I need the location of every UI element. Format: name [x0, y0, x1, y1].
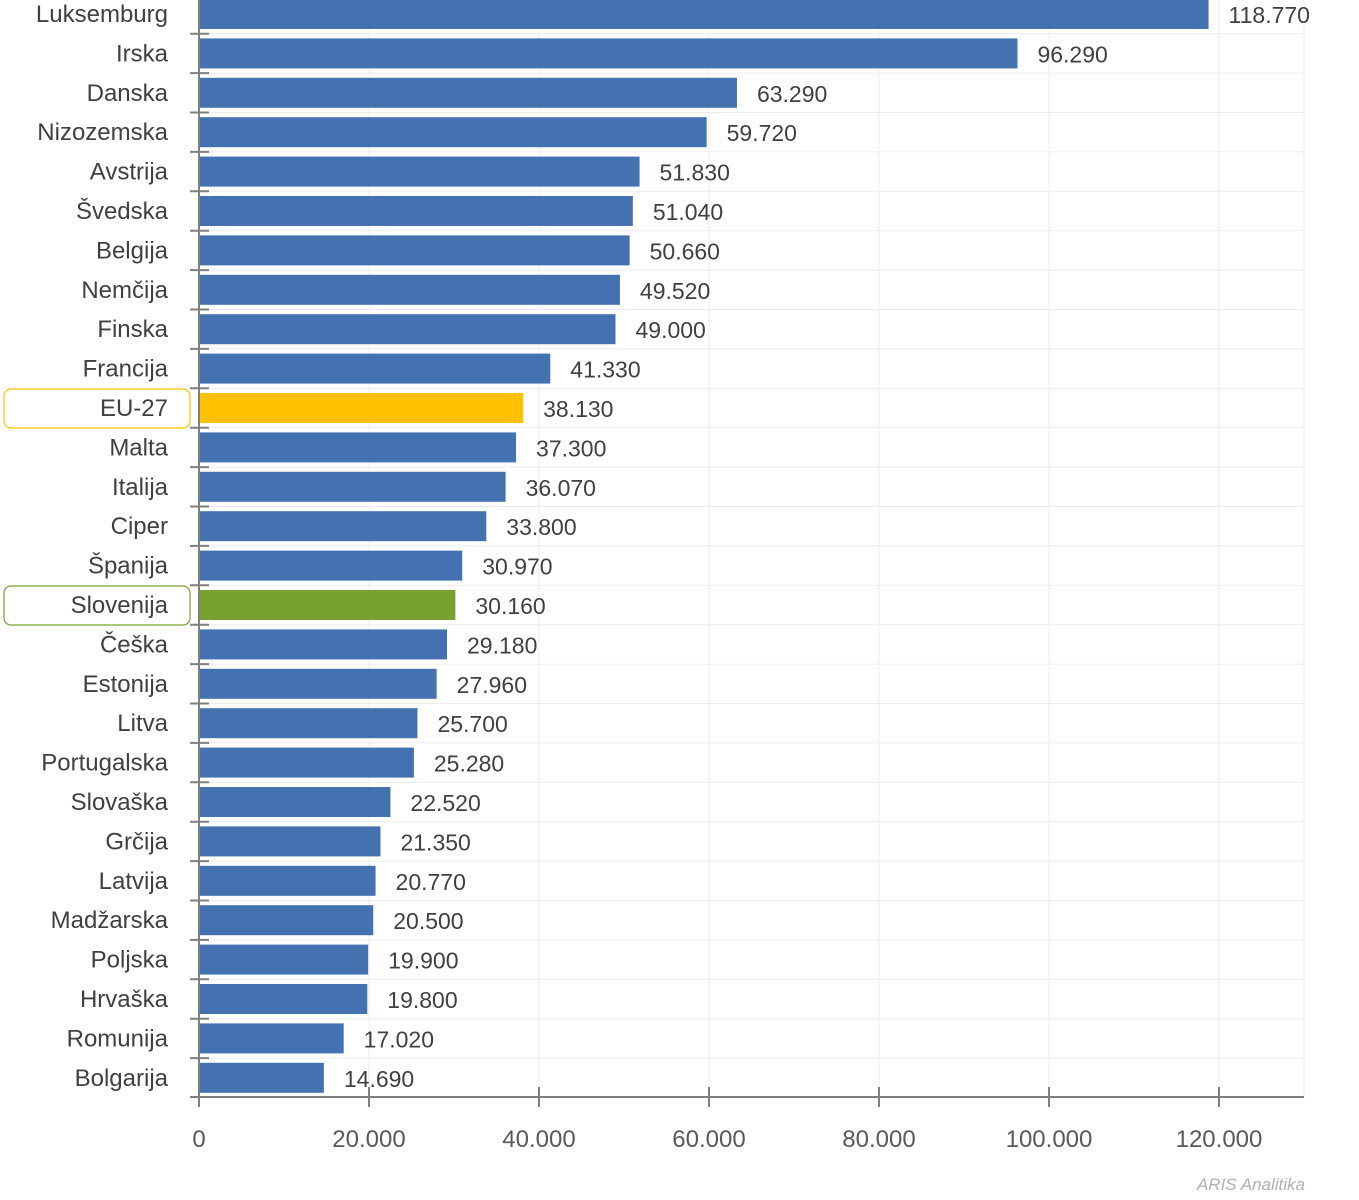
- value-label: 30.160: [475, 593, 545, 619]
- value-label: 38.130: [543, 396, 613, 422]
- bar: [200, 432, 517, 463]
- value-label: 30.970: [482, 554, 552, 580]
- bar: [200, 1062, 324, 1093]
- category-label: Madžarska: [51, 907, 169, 934]
- category-label: Češka: [100, 630, 169, 658]
- x-tick-label: 100.000: [1006, 1126, 1093, 1153]
- bar: [200, 865, 376, 896]
- category-label: Slovenija: [71, 592, 169, 619]
- value-label: 19.900: [388, 948, 458, 974]
- category-label: Latvija: [99, 868, 169, 895]
- category-label: Nemčija: [81, 277, 168, 304]
- bar: [200, 117, 707, 148]
- bar: [200, 1023, 344, 1054]
- bar: [200, 38, 1018, 69]
- value-label: 22.520: [410, 790, 480, 816]
- x-tick-label: 20.000: [332, 1126, 405, 1153]
- value-label: 63.290: [757, 81, 827, 107]
- value-label: 37.300: [536, 435, 606, 461]
- bar: [200, 393, 524, 423]
- bar: [200, 629, 448, 660]
- bar: [200, 274, 620, 305]
- category-label: Francija: [83, 356, 169, 383]
- bar: [200, 905, 374, 936]
- highlight-label-box: [3, 585, 191, 626]
- value-label: 19.800: [387, 987, 457, 1013]
- value-label: 36.070: [526, 475, 596, 501]
- x-tick-label: 60.000: [672, 1126, 745, 1153]
- value-label: 33.800: [506, 514, 576, 540]
- bar: [200, 747, 414, 778]
- bar: [200, 314, 616, 345]
- bar: [200, 235, 630, 266]
- category-label: Malta: [109, 434, 168, 461]
- value-label: 41.330: [570, 357, 640, 383]
- bar: [200, 826, 381, 857]
- value-label: 29.180: [467, 632, 537, 658]
- bar: [200, 511, 487, 542]
- value-label: 50.660: [650, 238, 720, 264]
- value-label: 25.280: [434, 751, 504, 777]
- value-label: 17.020: [364, 1026, 434, 1052]
- x-tick-label: 120.000: [1176, 1126, 1263, 1153]
- value-label: 20.500: [393, 908, 463, 934]
- value-label: 118.770: [1229, 2, 1310, 28]
- x-tick-label: 80.000: [842, 1126, 915, 1153]
- value-label: 51.830: [660, 160, 730, 186]
- category-label: Ciper: [111, 513, 168, 540]
- category-label: Švedska: [76, 197, 169, 225]
- bar: [200, 156, 640, 187]
- category-label: Bolgarija: [75, 1065, 169, 1092]
- category-label: Poljska: [91, 947, 169, 974]
- value-label: 49.000: [636, 317, 706, 343]
- category-label: Belgija: [96, 237, 169, 264]
- category-label: Romunija: [67, 1025, 169, 1052]
- value-label: 20.770: [396, 869, 466, 895]
- bar: [200, 471, 506, 502]
- category-label: Estonija: [83, 671, 169, 698]
- bar: [200, 787, 391, 817]
- watermark: ARIS Analitika: [1196, 1175, 1305, 1194]
- category-label: Irska: [116, 40, 169, 67]
- category-label: Portugalska: [41, 750, 168, 777]
- value-label: 51.040: [653, 199, 723, 225]
- category-label: Nizozemska: [37, 119, 168, 146]
- category-label: Hrvaška: [80, 986, 169, 1013]
- bar: [200, 668, 437, 699]
- category-label: Španija: [88, 552, 169, 580]
- bar: [200, 550, 463, 581]
- category-label: EU-27: [100, 395, 168, 422]
- value-label: 25.700: [437, 711, 507, 737]
- bar: [200, 708, 418, 739]
- value-label: 14.690: [344, 1066, 414, 1092]
- bar: [200, 590, 456, 620]
- bar: [200, 77, 737, 108]
- value-label: 27.960: [457, 672, 527, 698]
- category-label: Grčija: [105, 828, 168, 855]
- value-label: 49.520: [640, 278, 710, 304]
- bar: [200, 353, 551, 384]
- bar: [200, 944, 369, 975]
- highlight-label-box: [3, 388, 191, 429]
- category-label: Italija: [112, 474, 169, 501]
- category-label: Litva: [117, 710, 168, 737]
- category-label: Danska: [87, 80, 169, 107]
- bar: [200, 196, 633, 226]
- category-label: Luksemburg: [36, 1, 168, 28]
- value-label: 21.350: [400, 829, 470, 855]
- category-label: Finska: [97, 316, 168, 343]
- value-label: 96.290: [1037, 41, 1107, 67]
- category-label: Slovaška: [71, 789, 169, 816]
- x-tick-label: 0: [192, 1126, 205, 1153]
- bar: [200, 0, 1209, 29]
- category-label: Avstrija: [90, 159, 169, 186]
- x-tick-label: 40.000: [502, 1126, 575, 1153]
- value-label: 59.720: [727, 120, 797, 146]
- bar: [200, 984, 368, 1014]
